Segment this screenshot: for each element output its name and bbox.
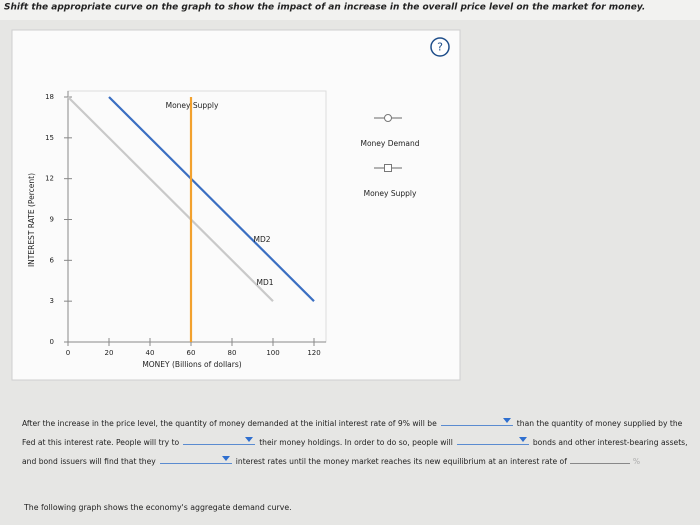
dropdown[interactable] — [456, 435, 529, 445]
question: After the increase in the price level, t… — [22, 414, 690, 471]
x-tick-label: 0 — [66, 349, 70, 357]
x-tick-label: 80 — [228, 349, 237, 357]
curve[interactable] — [67, 96, 274, 302]
question-text: After the increase in the price level, t… — [22, 419, 437, 428]
help-button[interactable] — [430, 37, 450, 57]
curve-label: Money Supply — [166, 101, 219, 110]
answer-input[interactable] — [569, 454, 630, 464]
question-text: than the quantity of money supplied by t… — [22, 419, 683, 447]
curve-label: MD2 — [253, 235, 270, 244]
curve[interactable] — [108, 96, 315, 302]
graph-panel — [11, 29, 461, 381]
x-tick-label: 40 — [146, 349, 155, 357]
y-axis-label: INTEREST RATE (Percent) — [27, 173, 36, 267]
x-tick-label: 60 — [187, 349, 196, 357]
dropdown[interactable] — [440, 416, 513, 426]
y-tick-label: 6 — [50, 256, 55, 264]
question-text: their money holdings. In order to do so,… — [259, 438, 453, 447]
help-label[interactable]: ? — [437, 41, 443, 54]
x-tick-label: 20 — [105, 349, 114, 357]
question-text: bonds and other interest-bearing assets,… — [22, 438, 688, 466]
dropdown[interactable] — [159, 454, 232, 464]
question-text: interest rates until the money market re… — [235, 457, 567, 466]
unit: % — [632, 457, 641, 466]
header-bar — [0, 0, 700, 20]
y-tick-label: 0 — [50, 338, 54, 346]
y-tick-label: 18 — [45, 93, 54, 101]
instruction: Shift the appropriate curve on the graph… — [4, 3, 645, 13]
tool-marker[interactable] — [384, 164, 392, 172]
tool-label[interactable]: Money Supply — [364, 189, 417, 198]
y-tick-label: 9 — [50, 216, 54, 224]
x-axis-label: MONEY (Billions of dollars) — [142, 360, 241, 369]
x-tick-label: 120 — [307, 349, 320, 357]
curve-label: MD1 — [256, 278, 273, 287]
x-tick-label: 100 — [266, 349, 279, 357]
y-tick-label: 15 — [45, 134, 54, 142]
dropdown[interactable] — [183, 435, 256, 445]
footer: The following graph shows the economy's … — [24, 503, 292, 512]
y-tick-label: 3 — [50, 297, 54, 305]
y-tick-label: 12 — [45, 175, 54, 183]
tool-label[interactable]: Money Demand — [360, 139, 419, 148]
tool-marker[interactable] — [384, 114, 392, 122]
